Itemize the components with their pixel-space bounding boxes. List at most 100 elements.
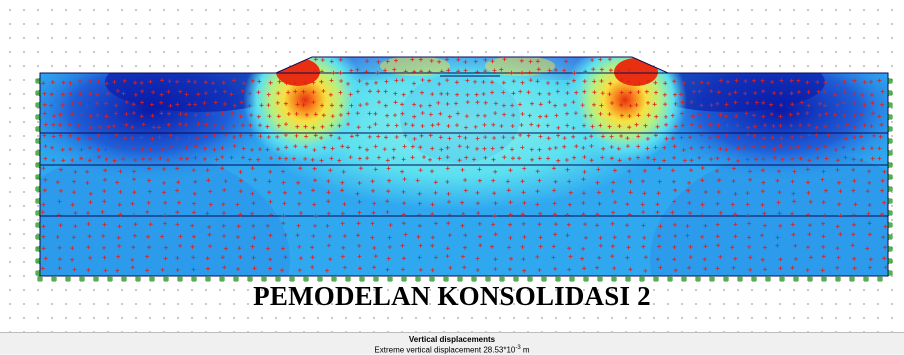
stress-point [821, 244, 826, 249]
stress-point [211, 111, 216, 116]
stress-point [842, 89, 847, 94]
stress-point [385, 158, 390, 163]
stress-point [520, 212, 525, 217]
stress-point [297, 244, 302, 249]
stress-point [229, 155, 234, 160]
stress-point [867, 221, 872, 226]
contour-lobe-right [650, 150, 888, 276]
stress-point [322, 145, 327, 150]
stress-point [852, 101, 856, 106]
stress-point [779, 78, 784, 83]
stress-point [657, 166, 662, 171]
stress-point [124, 122, 129, 127]
stress-point [139, 135, 144, 140]
stress-point [410, 123, 415, 128]
stress-point [627, 169, 632, 174]
stress-point [428, 112, 433, 117]
stress-point [775, 178, 780, 183]
stress-point [567, 267, 572, 272]
stress-point [312, 69, 317, 73]
stress-point [222, 233, 226, 238]
stress-point [535, 59, 540, 64]
stress-point [718, 254, 723, 259]
stress-point [151, 90, 156, 95]
stress-point [612, 235, 617, 240]
stress-point [805, 111, 810, 116]
stress-point [304, 134, 309, 139]
stress-point [401, 212, 406, 217]
fixity-marker [887, 162, 893, 168]
stress-point [499, 67, 504, 72]
stress-point [339, 79, 344, 83]
stress-point [88, 255, 93, 260]
stress-point [770, 135, 775, 140]
stress-point [597, 201, 602, 206]
stress-point [133, 80, 138, 85]
stress-point [330, 146, 335, 151]
stress-point [455, 123, 459, 128]
stress-point [372, 201, 377, 206]
stress-point [60, 147, 65, 152]
stress-point [634, 122, 639, 127]
stress-point [715, 169, 720, 173]
stress-point [680, 123, 685, 128]
fixity-marker [35, 210, 41, 216]
stress-point [175, 268, 180, 272]
stress-point [581, 246, 586, 251]
stress-point [112, 80, 117, 84]
stress-point [313, 112, 318, 117]
stress-point [256, 157, 261, 162]
stress-point [436, 122, 441, 127]
stress-point [325, 268, 329, 273]
stress-point [771, 124, 776, 128]
fixity-marker [709, 276, 715, 282]
stress-point [102, 222, 107, 227]
stress-point [447, 199, 451, 204]
stress-point [869, 146, 874, 151]
stress-point [101, 234, 106, 238]
stress-point [456, 57, 461, 62]
stress-point [581, 145, 586, 150]
stress-point [86, 268, 91, 272]
stress-point [310, 157, 315, 162]
fixity-marker [387, 276, 393, 282]
stress-point [118, 169, 123, 174]
stress-point [688, 135, 693, 140]
fixity-marker [499, 276, 505, 282]
model-contour-plot[interactable] [0, 0, 904, 332]
stress-point [384, 135, 388, 140]
stress-point [326, 199, 331, 204]
stress-point [232, 103, 237, 108]
stress-point [460, 254, 465, 259]
stress-point [520, 70, 524, 75]
stress-point [57, 266, 62, 271]
stress-point [239, 100, 244, 105]
fixity-marker [191, 276, 197, 282]
stress-point [510, 103, 515, 108]
stress-point [276, 123, 281, 128]
stress-point [745, 157, 750, 162]
plot-area[interactable]: PEMODELAN KONSOLIDASI 2 [0, 0, 904, 333]
stress-point [475, 201, 480, 206]
stress-point [779, 103, 784, 108]
stress-point [565, 167, 570, 172]
stress-point [879, 122, 884, 127]
stress-point [313, 57, 318, 62]
stress-point [238, 170, 243, 174]
stress-point [42, 102, 47, 107]
stress-point [775, 235, 780, 240]
stress-point [673, 101, 678, 106]
stress-point [490, 59, 495, 64]
stress-point [387, 245, 392, 249]
stress-point [341, 169, 346, 174]
stress-point [140, 147, 145, 152]
stress-point [320, 103, 324, 108]
stress-point [186, 79, 191, 84]
stress-point [268, 80, 273, 85]
stress-point [337, 123, 342, 128]
stress-point [835, 123, 840, 128]
stress-point [568, 254, 573, 259]
stress-point [715, 156, 720, 161]
stress-point [589, 113, 594, 118]
stress-point [412, 136, 417, 141]
